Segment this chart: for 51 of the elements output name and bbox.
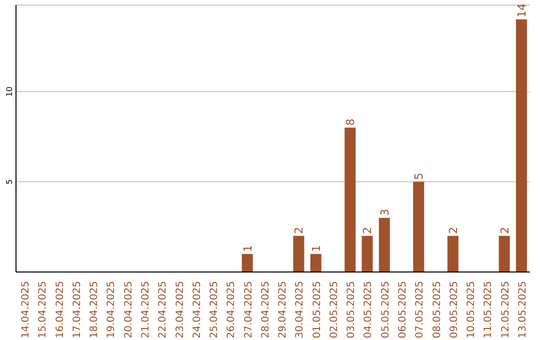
x-tick-label: 05.05.2025 — [380, 281, 392, 338]
bar — [516, 19, 527, 272]
bar — [447, 236, 458, 272]
data-label: 1 — [241, 244, 254, 252]
x-tick-label: 17.04.2025 — [72, 281, 83, 338]
data-label: 3 — [378, 208, 392, 216]
x-tick-label: 04.05.2025 — [363, 281, 374, 338]
x-tick-label: 26.04.2025 — [226, 281, 238, 338]
x-tick-label: 12.05.2025 — [500, 281, 512, 338]
data-label: 2 — [361, 226, 374, 234]
bar — [378, 218, 390, 272]
x-tick-label: 29.04.2025 — [278, 281, 289, 338]
x-tick-label: 11.05.2025 — [483, 281, 494, 338]
bar — [413, 182, 424, 272]
data-label: 1 — [310, 244, 323, 252]
bar — [498, 236, 510, 272]
x-tick-label: 14.04.2025 — [20, 281, 32, 338]
x-tick-label: 23.04.2025 — [174, 281, 186, 338]
x-tick-label: 08.05.2025 — [432, 281, 443, 338]
bar — [362, 236, 373, 272]
data-label: 14 — [515, 3, 528, 18]
y-tick-label: 10 — [5, 86, 14, 97]
x-tick-label: 19.04.2025 — [106, 281, 118, 338]
x-tick-label: 20.04.2025 — [123, 281, 134, 338]
x-tick-label: 24.04.2025 — [192, 281, 203, 338]
x-tick-label: 16.04.2025 — [54, 281, 66, 338]
x-tick-label: 06.05.2025 — [398, 281, 408, 338]
bar — [293, 236, 304, 272]
bar — [242, 254, 253, 272]
x-tick-label: 07.05.2025 — [414, 281, 426, 338]
x-tick-label: 27.04.2025 — [243, 281, 254, 338]
x-tick-label: 03.05.2025 — [346, 281, 358, 338]
x-tick-label: 22.04.2025 — [158, 281, 169, 338]
x-tick-label: 09.05.2025 — [448, 281, 460, 338]
x-tick-label: 25.04.2025 — [209, 281, 220, 338]
data-label: 8 — [344, 118, 358, 126]
x-tick-label: 10.05.2025 — [466, 281, 478, 338]
x-tick-label: 01.05.2025 — [312, 281, 323, 338]
x-tick-label: 28.04.2025 — [260, 281, 272, 338]
x-tick-label: 15.04.2025 — [38, 281, 49, 338]
x-tick-label: 21.04.2025 — [140, 281, 152, 338]
x-tick-label: 18.04.2025 — [89, 281, 100, 338]
data-label: 2 — [498, 226, 512, 234]
data-label: 5 — [412, 172, 426, 180]
x-tick-label: 02.05.2025 — [328, 281, 340, 338]
x-tick-label: 30.04.2025 — [294, 281, 306, 338]
data-label: 2 — [292, 226, 306, 234]
data-label: 2 — [446, 226, 460, 234]
bar — [310, 254, 322, 272]
bar — [344, 128, 356, 272]
x-tick-label: 13.05.2025 — [517, 281, 528, 338]
